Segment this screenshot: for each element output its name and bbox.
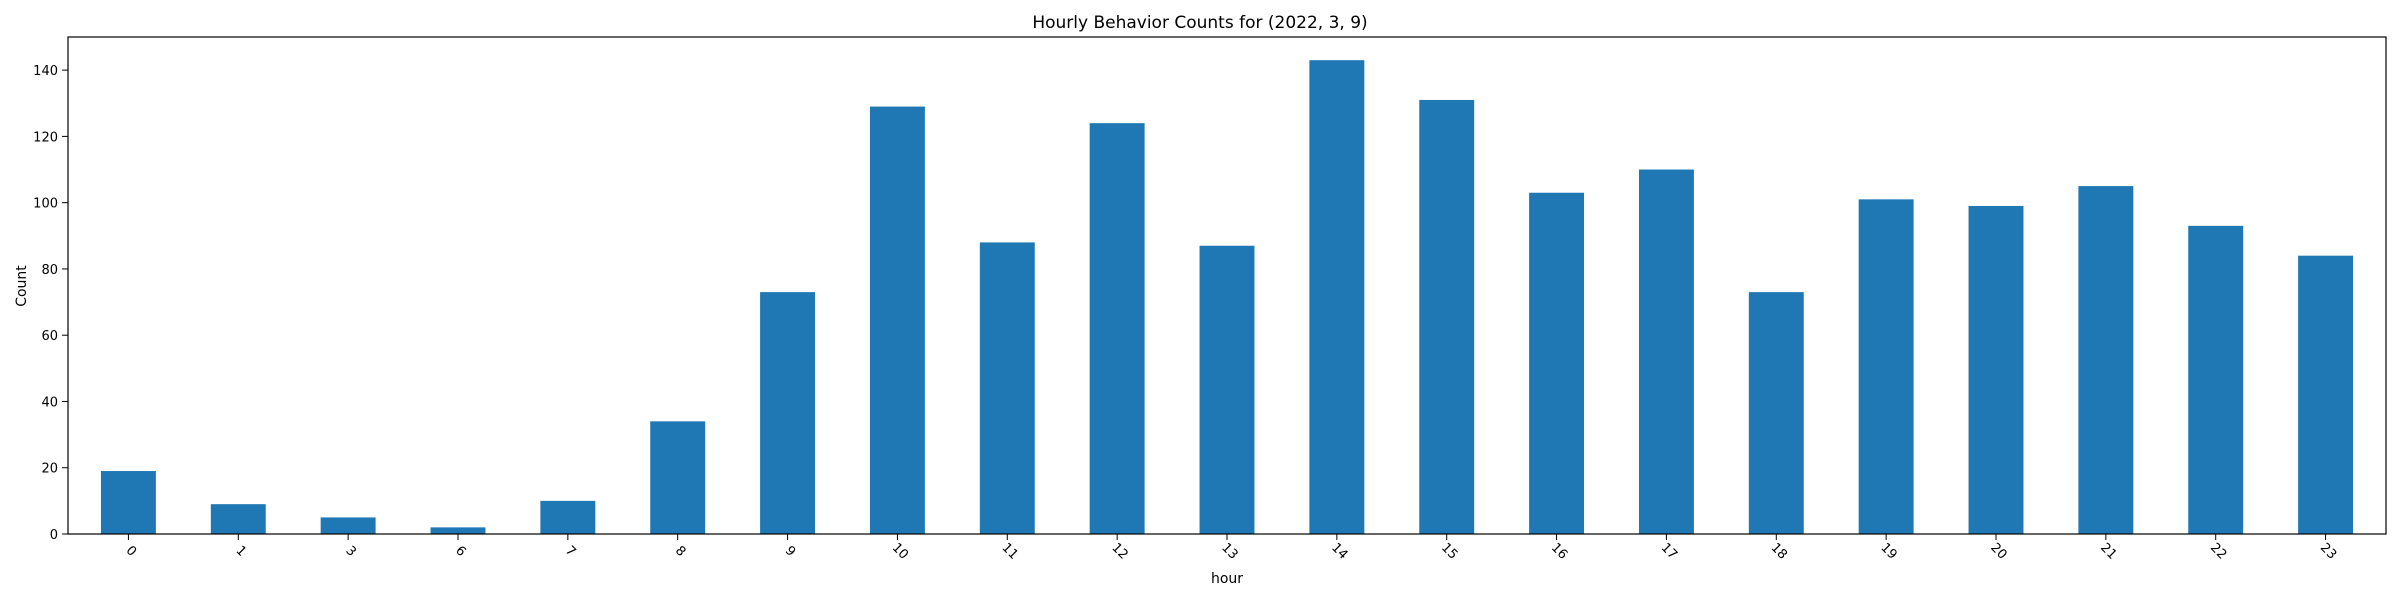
bar-hour-0 bbox=[100, 471, 156, 534]
x-tick-label: 21 bbox=[2097, 540, 2119, 562]
x-tick-label: 6 bbox=[452, 543, 468, 559]
x-tick-label: 16 bbox=[1548, 540, 1570, 562]
chart-title: Hourly Behavior Counts for (2022, 3, 9) bbox=[1032, 13, 1367, 33]
bar-hour-22 bbox=[2188, 225, 2244, 535]
x-tick-label: 12 bbox=[1108, 540, 1130, 562]
bar-hour-17 bbox=[1638, 169, 1694, 535]
x-tick-label: 18 bbox=[1768, 540, 1790, 562]
y-axis: 0 20 40 60 80 100 120 140 bbox=[33, 64, 68, 543]
x-tick-label: 23 bbox=[2317, 540, 2339, 562]
bar-hour-13 bbox=[1199, 245, 1255, 535]
bar-hour-12 bbox=[1089, 123, 1145, 534]
x-tick-label: 1 bbox=[233, 543, 249, 559]
y-axis-label: Count bbox=[14, 265, 30, 307]
y-tick-label: 80 bbox=[41, 263, 58, 278]
y-tick-label: 40 bbox=[41, 395, 58, 410]
y-tick-label: 60 bbox=[41, 329, 58, 344]
y-tick-label: 20 bbox=[41, 462, 58, 477]
bar-hour-19 bbox=[1858, 199, 1914, 534]
bar-hour-8 bbox=[650, 421, 706, 534]
x-tick-label: 9 bbox=[782, 543, 798, 559]
y-tick-label: 140 bbox=[33, 64, 58, 79]
bar-hour-15 bbox=[1419, 99, 1475, 534]
bar-hour-18 bbox=[1748, 292, 1804, 534]
x-tick-label: 14 bbox=[1328, 540, 1350, 562]
bar-hour-3 bbox=[320, 517, 376, 534]
x-tick-label: 3 bbox=[342, 543, 358, 559]
bar-hour-23 bbox=[2298, 255, 2354, 534]
y-tick-label: 0 bbox=[50, 528, 58, 543]
bar-hour-6 bbox=[430, 527, 486, 534]
y-tick-label: 100 bbox=[33, 197, 58, 212]
x-tick-label: 11 bbox=[999, 540, 1021, 562]
x-tick-label: 22 bbox=[2207, 540, 2229, 562]
y-tick-label: 120 bbox=[33, 130, 58, 145]
bar-hour-11 bbox=[979, 242, 1035, 534]
bar-hour-1 bbox=[210, 504, 266, 534]
bar-hour-7 bbox=[540, 500, 596, 534]
x-tick-label: 20 bbox=[1987, 540, 2009, 562]
x-tick-label: 17 bbox=[1658, 540, 1680, 562]
bar-hour-16 bbox=[1529, 192, 1585, 534]
x-tick-label: 7 bbox=[562, 543, 578, 559]
bar-hour-20 bbox=[1968, 205, 2024, 535]
bar-hour-10 bbox=[869, 106, 925, 534]
bar-hour-14 bbox=[1309, 60, 1365, 535]
bar-hour-21 bbox=[2078, 186, 2134, 534]
bars bbox=[100, 60, 2354, 535]
x-tick-label: 13 bbox=[1218, 540, 1240, 562]
bar-hour-9 bbox=[760, 292, 816, 534]
x-tick-label: 10 bbox=[889, 540, 911, 562]
x-tick-label: 19 bbox=[1877, 540, 1899, 562]
plot-frame bbox=[67, 36, 2387, 535]
x-axis: 0 1 3 6 7 8 9 10 11 12 13 14 15 16 17 18 19 20 21 22 23 bbox=[123, 534, 2339, 563]
x-tick-label: 15 bbox=[1438, 540, 1460, 562]
x-axis-label: hour bbox=[1211, 571, 1243, 587]
x-tick-label: 0 bbox=[123, 543, 139, 559]
x-tick-label: 8 bbox=[672, 543, 688, 559]
